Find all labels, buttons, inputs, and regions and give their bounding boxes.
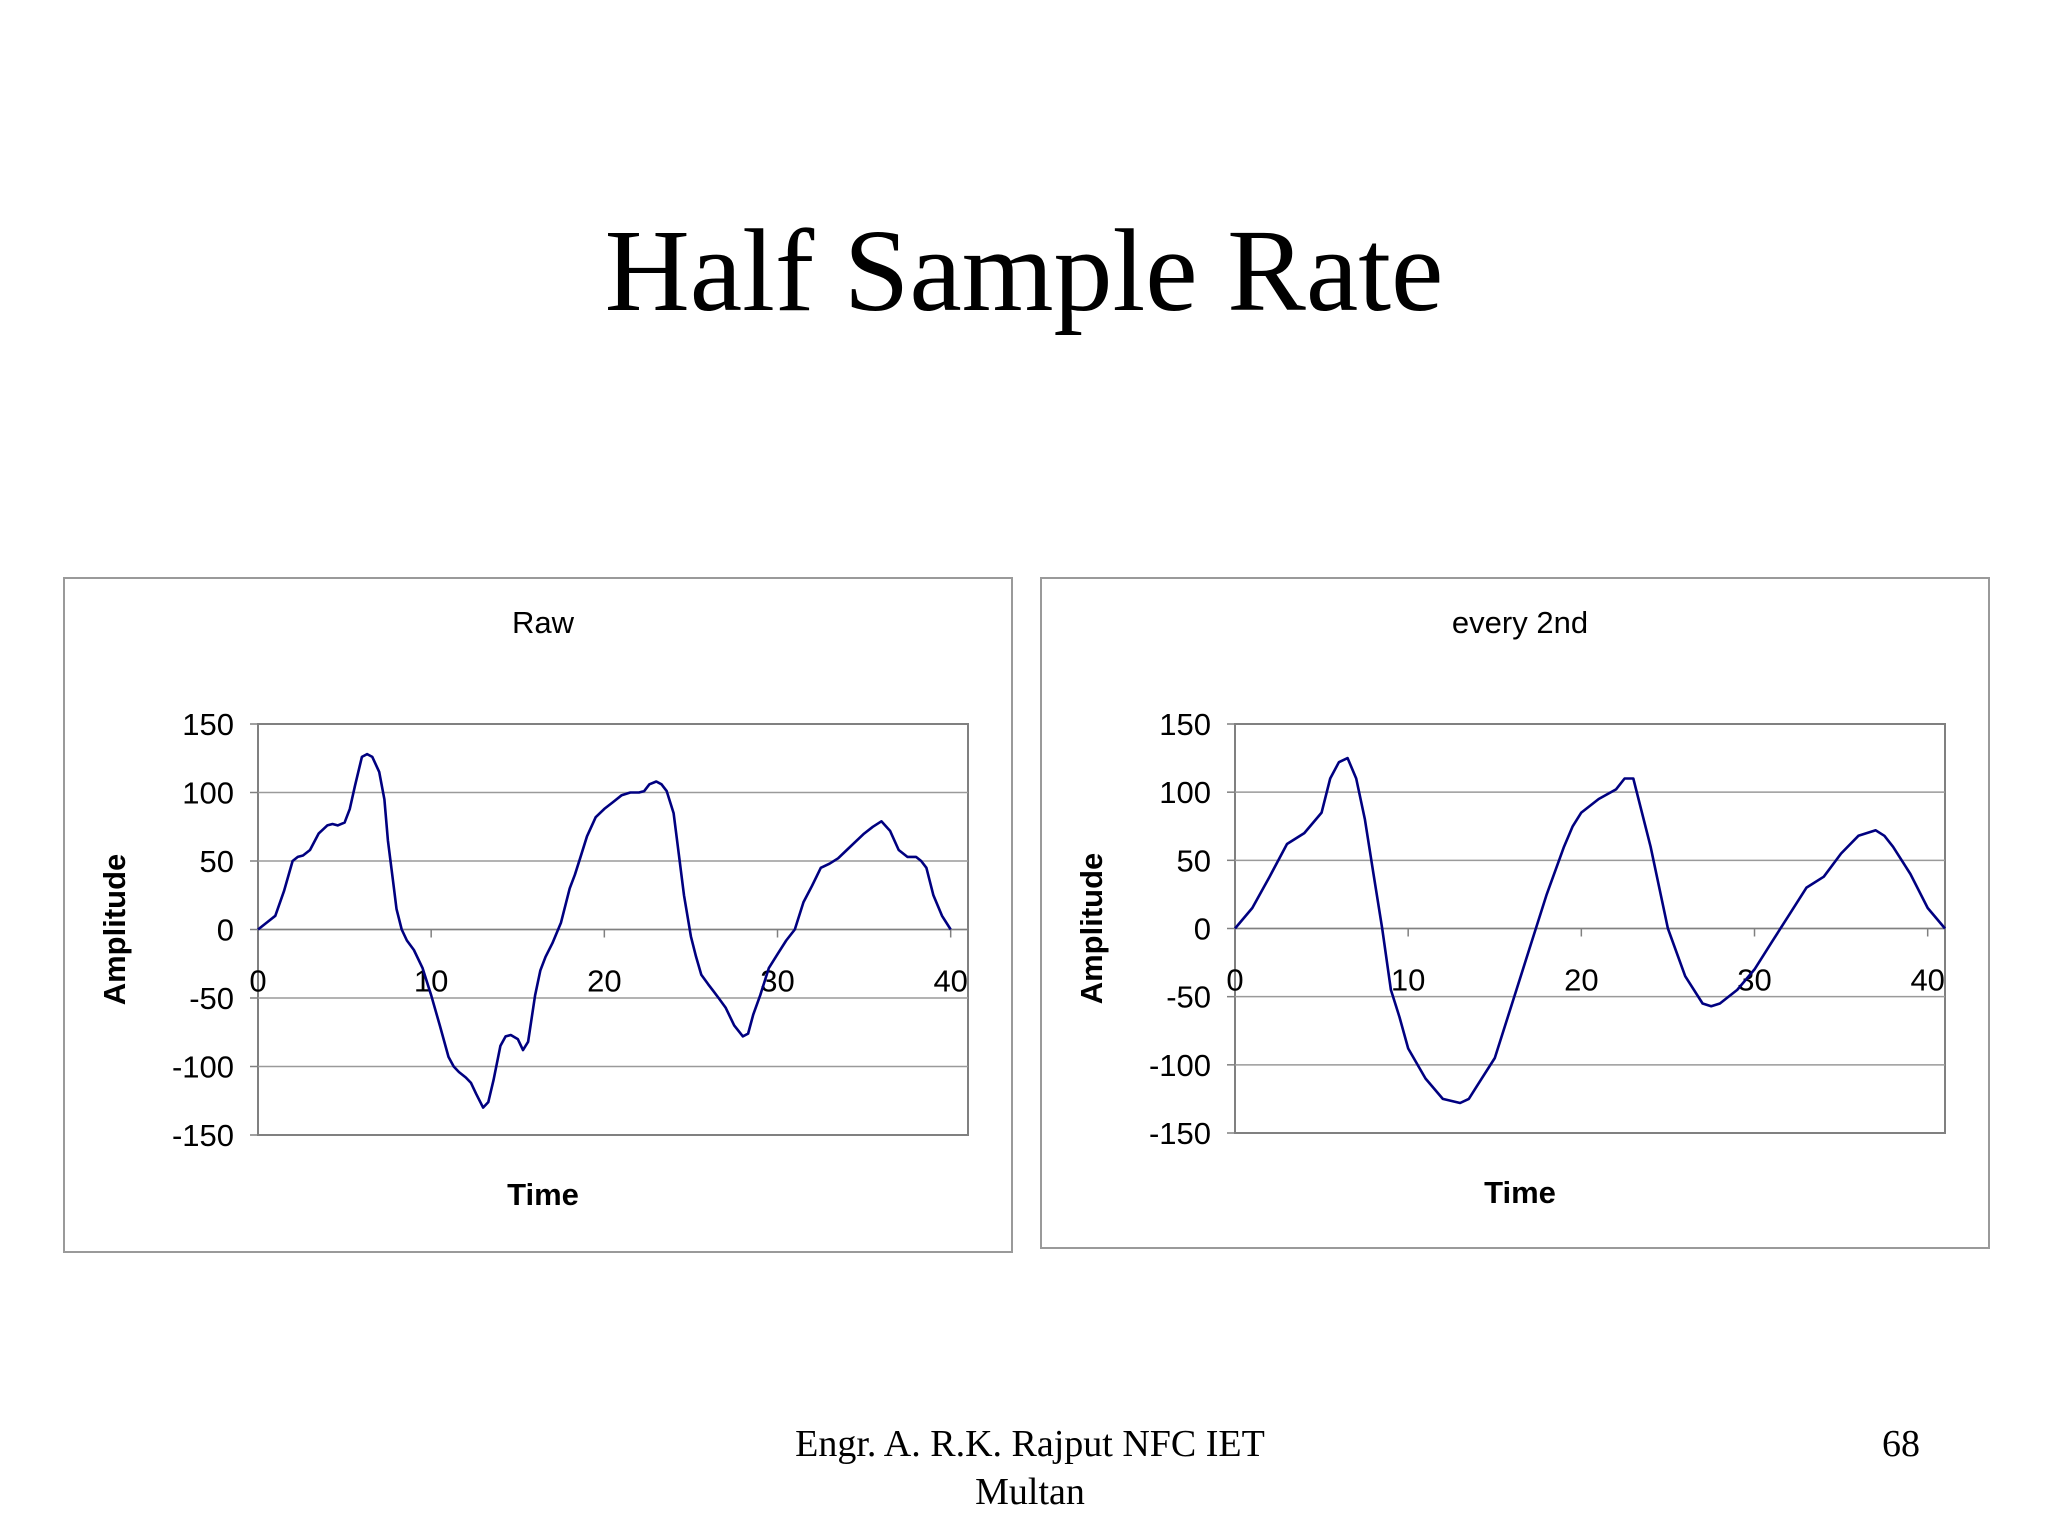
chart-0-series-line — [257, 752, 952, 1109]
chart-1-xtick-label: 10 — [1391, 963, 1425, 998]
chart-1-ytick-label: -100 — [1149, 1048, 1211, 1083]
chart-0-xtick-label: 20 — [587, 964, 621, 999]
chart-0-ytick-label: 150 — [182, 707, 234, 742]
chart-1-xlabel: Time — [1484, 1175, 1556, 1210]
page-number: 68 — [1882, 1423, 1920, 1465]
chart-every-2nd: every 2nd 150 100 50 0 -50 -100 -150 0 10 20 30 40 Ti… — [1040, 577, 1990, 1249]
chart-0-ytick-label: 100 — [182, 776, 234, 811]
chart-1-title: every 2nd — [1452, 605, 1588, 640]
chart-0-ytick-label: 0 — [217, 913, 234, 948]
chart-0-xtick-label: 0 — [249, 964, 266, 999]
chart-0-ylabel: Amplitude — [97, 854, 132, 1006]
footer-author-line1: Engr. A. R.K. Rajput NFC IET — [795, 1423, 1265, 1465]
chart-0-title: Raw — [512, 605, 575, 640]
chart-1-ytick-label: 0 — [1194, 912, 1211, 947]
chart-1-ytick-label: -150 — [1149, 1116, 1211, 1151]
chart-1-series-line — [1234, 756, 1946, 1105]
chart-0-xtick-label: 40 — [933, 964, 967, 999]
chart-1-xtick-label: 0 — [1226, 963, 1243, 998]
chart-0-ytick-label: -150 — [172, 1118, 234, 1153]
footer-author: Engr. A. R.K. Rajput NFC IET Multan — [740, 1420, 1320, 1516]
chart-1-xtick-label: 40 — [1910, 963, 1944, 998]
chart-0-ytick-label: 50 — [200, 844, 234, 879]
chart-1-ytick-label: 50 — [1177, 843, 1211, 878]
chart-0-ytick-label: -50 — [189, 981, 234, 1016]
chart-1-ytick-label: -50 — [1166, 980, 1211, 1015]
chart-1-ytick-label: 100 — [1159, 775, 1211, 810]
footer-author-line2: Multan — [975, 1471, 1085, 1513]
chart-1-ytick-label: 150 — [1159, 707, 1211, 742]
chart-0-ytick-label: -100 — [172, 1050, 234, 1085]
chart-0-xlabel: Time — [507, 1177, 579, 1212]
chart-raw: Raw 150 100 50 0 -50 -100 -150 0 10 20 30 40 Time Ampl… — [63, 577, 1013, 1253]
chart-1-xtick-label: 20 — [1564, 963, 1598, 998]
slide-title: Half Sample Rate — [604, 205, 1444, 336]
chart-1-ylabel: Amplitude — [1074, 853, 1109, 1005]
